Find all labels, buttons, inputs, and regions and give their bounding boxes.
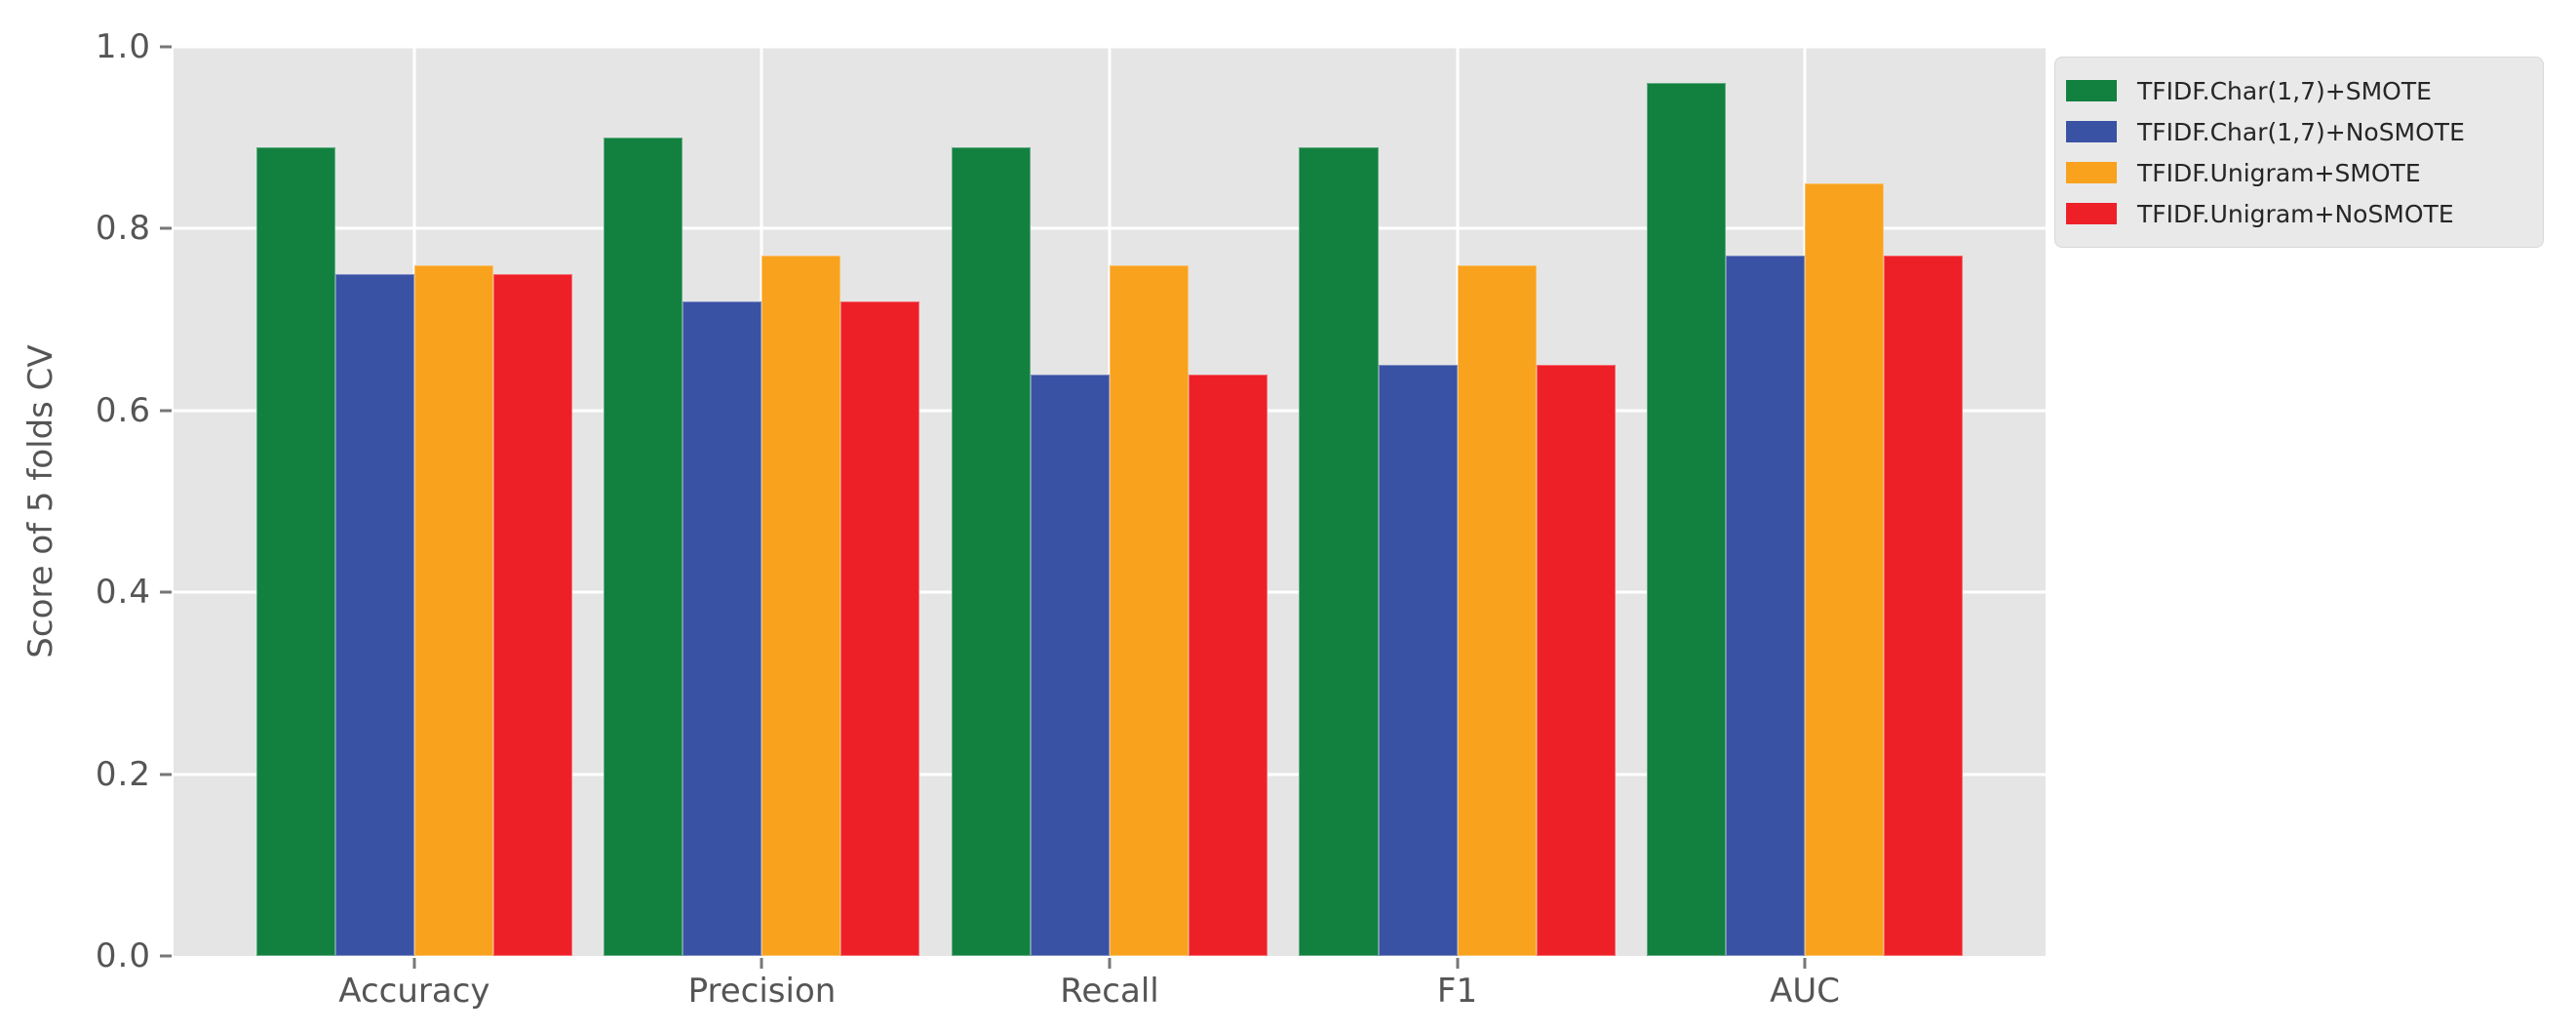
bar xyxy=(334,274,414,956)
bar xyxy=(1110,264,1190,956)
bar xyxy=(492,274,572,956)
x-tick-mark xyxy=(1803,958,1807,969)
y-tick-label: 0.8 xyxy=(95,209,151,249)
legend-item: TFIDF.Char(1,7)+NoSMOTE xyxy=(2066,111,2529,152)
y-tick-mark xyxy=(160,773,172,776)
bar xyxy=(1647,83,1727,956)
bar xyxy=(1030,374,1110,956)
x-tick-mark xyxy=(1108,958,1112,969)
gridline-horizontal xyxy=(174,226,2046,230)
x-tick-mark xyxy=(412,958,416,969)
bar xyxy=(1299,146,1379,956)
x-tick-label: Recall xyxy=(1060,972,1159,1011)
bar xyxy=(1378,365,1458,956)
bar xyxy=(604,138,683,956)
legend-label: TFIDF.Unigram+SMOTE xyxy=(2137,158,2421,187)
legend-item: TFIDF.Unigram+SMOTE xyxy=(2066,152,2529,193)
legend-swatch xyxy=(2066,203,2117,224)
x-tick-label: AUC xyxy=(1770,972,1841,1011)
bar xyxy=(761,256,841,956)
y-tick-mark xyxy=(160,409,172,413)
bar xyxy=(413,264,493,956)
y-tick-mark xyxy=(160,590,172,594)
x-tick-label: Precision xyxy=(687,972,837,1011)
y-tick-label: 0.0 xyxy=(95,936,151,975)
x-axis-tick-labels: Accuracy Precision Recall F1 AUC xyxy=(174,972,2046,1030)
y-tick-label: 1.0 xyxy=(95,27,151,66)
legend-label: TFIDF.Unigram+NoSMOTE xyxy=(2137,199,2454,228)
y-tick-label: 0.6 xyxy=(95,390,151,430)
gridline-horizontal xyxy=(174,47,2046,49)
bar xyxy=(1189,374,1268,956)
legend: TFIDF.Char(1,7)+SMOTE TFIDF.Char(1,7)+NoS… xyxy=(2054,57,2544,248)
x-tick-label: Accuracy xyxy=(338,972,490,1011)
bar xyxy=(1726,256,1806,956)
x-axis-tick-marks xyxy=(174,958,2046,972)
bar xyxy=(1457,264,1537,956)
bar xyxy=(951,146,1031,956)
plot-area xyxy=(174,47,2046,956)
bar xyxy=(683,300,762,956)
legend-swatch xyxy=(2066,80,2117,101)
x-tick-mark xyxy=(760,958,763,969)
legend-item: TFIDF.Unigram+NoSMOTE xyxy=(2066,193,2529,234)
x-tick-mark xyxy=(1456,958,1460,969)
y-tick-mark xyxy=(160,954,172,958)
x-tick-label: F1 xyxy=(1436,972,1478,1011)
legend-swatch xyxy=(2066,162,2117,183)
legend-label: TFIDF.Char(1,7)+NoSMOTE xyxy=(2137,117,2465,146)
bar xyxy=(255,146,335,956)
y-tick-mark xyxy=(160,45,172,49)
legend-item: TFIDF.Char(1,7)+SMOTE xyxy=(2066,70,2529,111)
bar xyxy=(1536,365,1616,956)
y-tick-mark xyxy=(160,226,172,230)
bar xyxy=(1805,182,1885,956)
bar xyxy=(840,300,920,956)
y-axis-tick-labels: 0.0 0.2 0.4 0.6 0.8 1.0 xyxy=(0,27,151,975)
legend-swatch xyxy=(2066,121,2117,142)
y-tick-label: 0.2 xyxy=(95,754,151,794)
legend-label: TFIDF.Char(1,7)+SMOTE xyxy=(2137,76,2432,105)
y-tick-label: 0.4 xyxy=(95,573,151,613)
bar xyxy=(1884,256,1964,956)
